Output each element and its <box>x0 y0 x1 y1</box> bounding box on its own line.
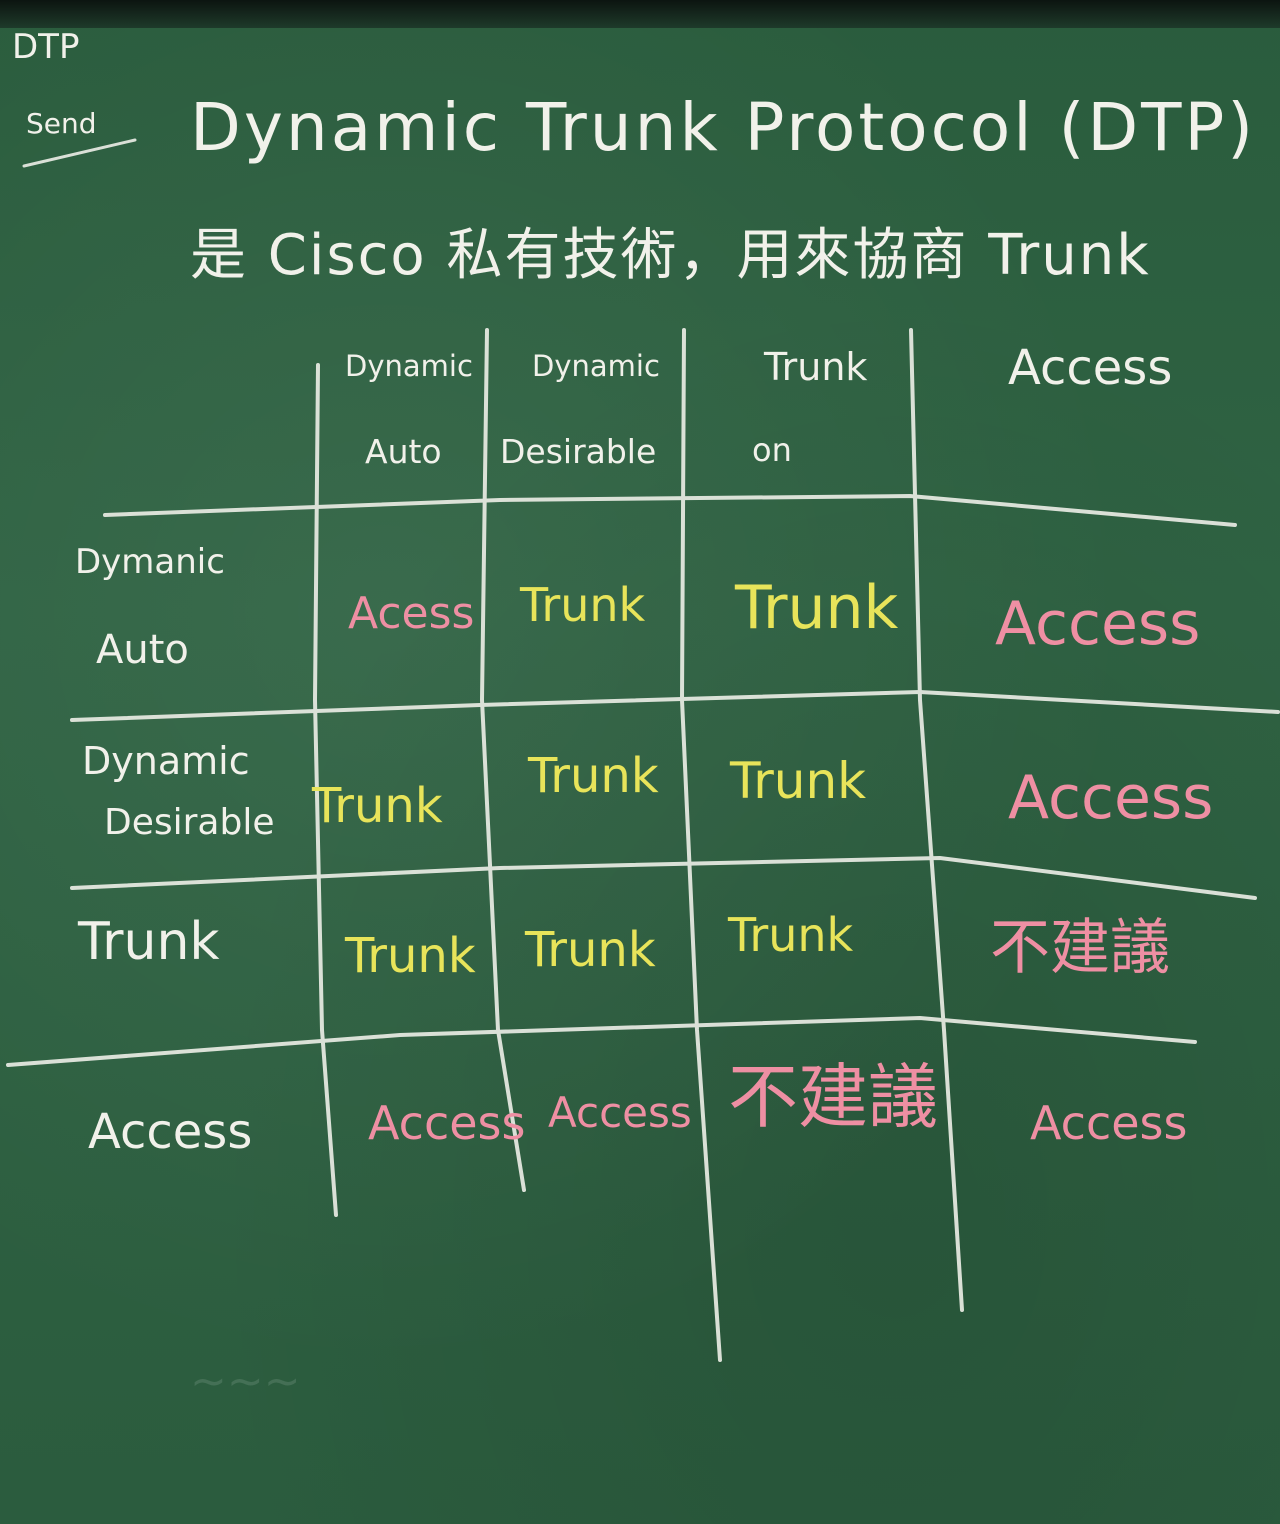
col-header-2-line1: Dynamic <box>532 349 660 383</box>
cell-r3-c3: Trunk <box>728 908 854 962</box>
grid-line <box>909 328 964 1312</box>
cell-r1-c4: Access <box>995 589 1201 659</box>
grid-line <box>312 363 338 1217</box>
row-header-1-line2: Auto <box>96 627 189 673</box>
cell-r4-c4: Access <box>1030 1096 1188 1150</box>
col-header-3-line1: Trunk <box>764 345 868 389</box>
row-header-3: Trunk <box>78 912 220 972</box>
cell-r3-c2: Trunk <box>525 922 656 978</box>
corner-note-dtp: DTP <box>12 27 80 67</box>
cell-r1-c2: Trunk <box>520 578 646 632</box>
row-header-1-line1: Dymanic <box>75 542 225 582</box>
cell-r2-c3: Trunk <box>730 752 867 810</box>
grid-line <box>103 493 1237 527</box>
grid-line <box>6 1015 1197 1067</box>
cell-r4-c2: Access <box>548 1088 692 1137</box>
cell-r1-c1: Acess <box>348 588 475 639</box>
grid-line <box>679 328 722 1362</box>
col-header-1-line2: Auto <box>365 432 442 471</box>
row-header-2-line2: Desirable <box>104 802 275 843</box>
board-subtitle: 是 Cisco 私有技術，用來協商 Trunk <box>190 223 1151 288</box>
grid-line <box>70 689 1280 722</box>
row-header-2-line1: Dynamic <box>82 739 250 783</box>
row-header-4: Access <box>88 1104 253 1160</box>
col-header-1-line1: Dynamic <box>345 349 473 383</box>
col-header-2-line2: Desirable <box>500 432 657 471</box>
cell-r2-c4: Access <box>1008 763 1214 833</box>
cell-r4-c1: Access <box>368 1096 526 1150</box>
underline <box>22 138 137 168</box>
cell-r2-c2: Trunk <box>528 748 659 804</box>
col-header-4: Access <box>1008 340 1173 396</box>
corner-note-send: Send <box>26 107 97 140</box>
board-title: Dynamic Trunk Protocol (DTP) <box>190 89 1257 166</box>
erased-smudge: ~~~ <box>190 1356 301 1407</box>
cell-r3-c1: Trunk <box>345 928 476 984</box>
cell-r2-c1: Trunk <box>312 778 443 834</box>
cell-r4-c3: 不建議 <box>728 1056 938 1138</box>
board-frame <box>0 0 1280 28</box>
col-header-3-line2: on <box>752 431 792 469</box>
cell-r3-c4: 不建議 <box>990 913 1170 983</box>
grid-line <box>70 855 1257 900</box>
cell-r1-c3: Trunk <box>735 573 899 643</box>
grid-line <box>479 328 526 1192</box>
